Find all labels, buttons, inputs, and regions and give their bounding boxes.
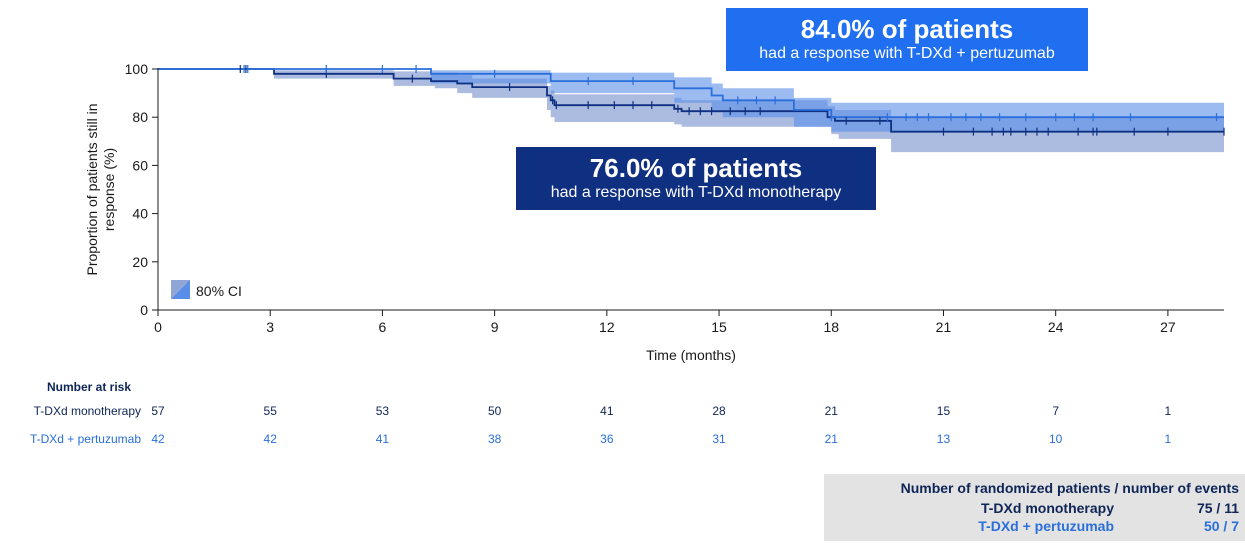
x-tick-label: 15 bbox=[711, 319, 727, 335]
censor-marks bbox=[239, 65, 1225, 136]
x-tick-label: 0 bbox=[154, 319, 162, 335]
summary-row-name: T-DXd monotherapy bbox=[980, 500, 1114, 516]
risk-count: 41 bbox=[375, 432, 390, 446]
risk-count: 10 bbox=[1048, 432, 1063, 446]
y-axis-title-line: response (%) bbox=[101, 148, 117, 231]
callout-pertuzumab-subtext: had a response with T-DXd + pertuzumab bbox=[759, 45, 1055, 62]
risk-row-monotherapy: T-DXd monotherapy 57 55 53 50 41 28 21 15 7 1 bbox=[0, 404, 1245, 420]
legend: 80% CI bbox=[171, 280, 242, 299]
x-tick-label: 27 bbox=[1160, 319, 1176, 335]
risk-count: 38 bbox=[487, 432, 502, 446]
summary-row-value: 75 / 11 bbox=[1196, 500, 1239, 516]
x-tick-label: 24 bbox=[1048, 319, 1064, 335]
callout-monotherapy-headline: 76.0% of patients bbox=[589, 153, 803, 183]
y-tick-label: 80 bbox=[132, 109, 148, 125]
risk-count: 42 bbox=[151, 432, 165, 446]
y-axis-title-line: Proportion of patients still in bbox=[84, 104, 100, 276]
survival-line-pertuzumab bbox=[158, 68, 1224, 119]
risk-count: 21 bbox=[824, 404, 838, 418]
risk-count: 31 bbox=[712, 432, 726, 446]
x-axis-title: Time (months) bbox=[646, 347, 736, 363]
risk-count: 21 bbox=[824, 432, 838, 446]
summary-box: Number of randomized patients / number o… bbox=[824, 474, 1245, 541]
risk-count: 1 bbox=[1164, 404, 1172, 418]
risk-count: 15 bbox=[936, 404, 951, 418]
ci-band-pertuzumab bbox=[158, 69, 1224, 132]
risk-count: 57 bbox=[151, 404, 165, 418]
risk-row-pertuzumab: T-DXd + pertuzumab 42 42 41 38 36 31 21 13 10 1 bbox=[0, 432, 1245, 448]
callout-monotherapy: 76.0% of patients had a response with T-… bbox=[516, 147, 876, 210]
summary-row-value: 50 / 7 bbox=[1203, 518, 1239, 534]
y-tick-label: 0 bbox=[140, 302, 148, 318]
x-tick-label: 18 bbox=[823, 319, 839, 335]
x-tick-label: 9 bbox=[491, 319, 499, 335]
y-tick-label: 100 bbox=[125, 61, 149, 77]
callout-monotherapy-subtext: had a response with T-DXd monotherapy bbox=[550, 184, 842, 201]
legend-label: 80% CI bbox=[196, 283, 242, 299]
risk-row-label: T-DXd monotherapy bbox=[33, 404, 141, 418]
axes: 0 20 40 60 80 100 0 3 6 9 12 15 18 21 24 27 Time (months… bbox=[84, 61, 1224, 363]
risk-count: 13 bbox=[936, 432, 951, 446]
y-axis-title: Proportion of patients still inresponse … bbox=[84, 104, 117, 276]
x-tick-label: 12 bbox=[599, 319, 615, 335]
risk-count: 41 bbox=[600, 404, 614, 418]
km-chart: 0 20 40 60 80 100 0 3 6 9 12 15 18 21 24 27 Time (months… bbox=[84, 61, 1225, 363]
risk-count: 42 bbox=[263, 432, 277, 446]
number-at-risk-title: Number at risk bbox=[47, 380, 132, 394]
x-tick-label: 3 bbox=[266, 319, 274, 335]
y-tick-label: 20 bbox=[132, 254, 148, 270]
risk-count: 7 bbox=[1052, 404, 1060, 418]
risk-row-label: T-DXd + pertuzumab bbox=[29, 432, 141, 446]
summary-row-name: T-DXd + pertuzumab bbox=[978, 518, 1114, 534]
risk-count: 55 bbox=[263, 404, 277, 418]
x-tick-label: 21 bbox=[936, 319, 952, 335]
risk-count: 53 bbox=[375, 404, 390, 418]
risk-count: 50 bbox=[487, 404, 502, 418]
legend-swatch bbox=[171, 280, 190, 299]
risk-count: 1 bbox=[1164, 432, 1172, 446]
risk-count: 36 bbox=[600, 432, 614, 446]
callout-pertuzumab-headline: 84.0% of patients bbox=[800, 14, 1014, 44]
summary-header: Number of randomized patients / number o… bbox=[900, 480, 1239, 496]
callout-pertuzumab: 84.0% of patients had a response with T-… bbox=[726, 8, 1088, 71]
risk-count: 28 bbox=[712, 404, 726, 418]
y-tick-label: 60 bbox=[132, 157, 148, 173]
y-tick-label: 40 bbox=[132, 206, 148, 222]
x-tick-label: 6 bbox=[379, 319, 387, 335]
